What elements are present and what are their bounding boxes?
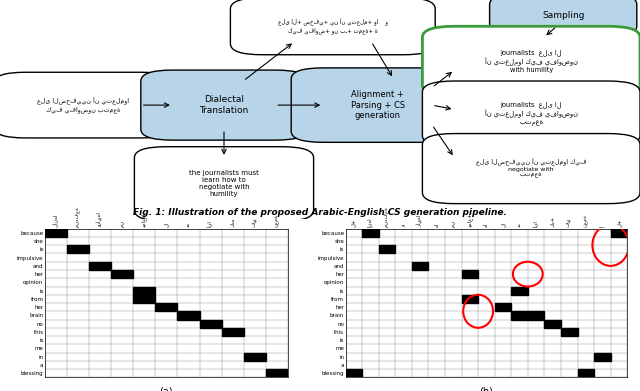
Bar (611, 229, 627, 237)
Bar (266, 369, 288, 377)
Bar (45, 229, 67, 237)
Bar (133, 287, 156, 295)
Text: Fig. 1: Illustration of the proposed Arabic-English CS generation pipeline.: Fig. 1: Illustration of the proposed Ara… (133, 208, 507, 217)
Text: على الصحفيين أن يتعلموا
كيف يفاوضون بتمعة: على الصحفيين أن يتعلموا كيف يفاوضون بتمع… (37, 97, 129, 113)
Bar (461, 295, 478, 303)
Bar (346, 369, 362, 377)
Bar (362, 229, 379, 237)
Bar (133, 295, 156, 303)
Bar (177, 311, 200, 319)
FancyBboxPatch shape (422, 81, 640, 147)
Bar (221, 328, 244, 336)
Bar (67, 245, 89, 253)
Bar (244, 353, 266, 361)
FancyBboxPatch shape (422, 26, 640, 96)
Bar (545, 319, 561, 328)
Bar (412, 262, 428, 270)
Bar (528, 311, 545, 319)
Bar (511, 311, 528, 319)
Text: journalists  على ال
أن يتعلموا كيف يفاوضون
with humility: journalists على ال أن يتعلموا كيف يفاوضو… (484, 49, 578, 73)
Text: journalists  على ال
أن يتعلموا كيف يفاوضون
بتمعة: journalists على ال أن يتعلموا كيف يفاوضو… (484, 101, 578, 126)
Bar (200, 319, 221, 328)
Text: Sampling: Sampling (542, 11, 584, 20)
Bar (111, 270, 133, 278)
Text: Dialectal
Translation: Dialectal Translation (200, 95, 248, 115)
FancyBboxPatch shape (141, 70, 307, 140)
FancyBboxPatch shape (230, 0, 435, 55)
Text: the journalists must
learn how to
negotiate with
humility: the journalists must learn how to negoti… (189, 170, 259, 197)
Bar (561, 328, 577, 336)
Text: (a): (a) (159, 386, 173, 391)
Bar (379, 245, 396, 253)
Bar (495, 303, 511, 311)
Text: Alignment +
Parsing + CS
generation: Alignment + Parsing + CS generation (351, 90, 404, 120)
Bar (461, 270, 478, 278)
Text: (b): (b) (479, 386, 493, 391)
Bar (89, 262, 111, 270)
Bar (511, 287, 528, 295)
Text: على الصحفيين أن يتعلموا كيف
negotiate with
بتمعة: على الصحفيين أن يتعلموا كيف negotiate wi… (476, 159, 586, 178)
Bar (577, 369, 594, 377)
Bar (594, 353, 611, 361)
FancyBboxPatch shape (0, 72, 173, 138)
FancyBboxPatch shape (490, 0, 637, 37)
FancyBboxPatch shape (134, 147, 314, 221)
Text: على ال+ صحفي+ ين أن يتعلم+ وا    و
كيف يفاوض+ ون بـ+ تمعة+ ة: على ال+ صحفي+ ين أن يتعلم+ وا و كيف يفاو… (278, 19, 388, 34)
Bar (156, 303, 177, 311)
FancyBboxPatch shape (422, 134, 640, 204)
FancyBboxPatch shape (291, 68, 464, 142)
